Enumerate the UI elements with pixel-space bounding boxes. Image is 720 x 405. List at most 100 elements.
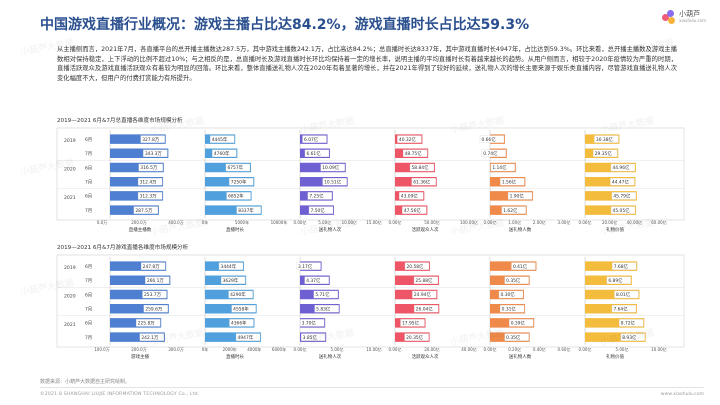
bar-label-box — [504, 333, 529, 341]
bar-value-label: 20.35亿 — [406, 334, 424, 341]
bar-label-box — [133, 206, 159, 214]
bar-value-label: 4445年 — [212, 136, 228, 143]
bar-value-label: 4947年 — [238, 334, 254, 341]
axis-tick-label: 0年 — [202, 346, 209, 352]
panel-title: 礼物价值 — [606, 226, 624, 233]
panel-title: 送礼物人次 — [319, 353, 342, 360]
bar-value-label: 8337年 — [238, 207, 254, 214]
axis-tick-label: 2.00亿 — [533, 219, 546, 225]
bar-label-box — [304, 276, 329, 284]
axis-tick-label: 4000年 — [247, 346, 261, 352]
panel-title: 礼物价值 — [606, 353, 624, 360]
bar-label-box — [400, 319, 425, 327]
axis-tick-label: 0.00亿 — [294, 219, 307, 225]
bar-value-label: 327.8万 — [142, 137, 160, 143]
bar-label-box — [226, 192, 251, 200]
axis-tick-label: 40.00亿 — [627, 219, 642, 225]
bar-value-label: 4290年 — [230, 291, 246, 298]
axis-tick-label: 0.00亿 — [389, 346, 402, 352]
bar-value-label: 0.66亿 — [481, 136, 496, 143]
axis-tick-label: 3.00亿 — [558, 219, 571, 225]
axis-tick-label: 0.00亿 — [484, 346, 497, 352]
panel-title: 直播时长 — [226, 226, 244, 233]
bar-value-label: 47.56亿 — [404, 207, 422, 214]
bar-label-box — [231, 305, 256, 313]
panel-title: 直播主播数 — [129, 226, 152, 233]
axis-tick-label: 0.00亿 — [294, 346, 307, 352]
bar-value-label: 3444年 — [221, 263, 237, 270]
bar-value-label: 225.8万 — [138, 321, 156, 327]
axis-tick-label: 10.00亿 — [342, 219, 357, 225]
axis-tick-label: 0.40亿 — [533, 346, 546, 352]
month-label: 6月 — [85, 321, 92, 327]
bar-value-label: 259.6万 — [145, 306, 163, 312]
axis-tick-label: 10.00亿 — [651, 346, 666, 352]
bar-value-label: 10.09亿 — [322, 164, 340, 171]
bar-label-box — [236, 206, 261, 214]
month-label: 7月 — [85, 335, 92, 341]
bar-label-box — [322, 178, 347, 186]
bar-value-label: 43.09亿 — [401, 193, 419, 200]
bar-value-label: 8.72亿 — [621, 320, 636, 327]
bar-value-label: 6757年 — [227, 164, 243, 171]
axis-tick-label: 400.0万 — [168, 220, 183, 225]
bar-label-box — [397, 135, 422, 143]
chart-frame — [56, 127, 685, 221]
month-label: 6月 — [85, 137, 92, 143]
axis-tick-label: 0.20亿 — [508, 346, 521, 352]
bar-value-label: 3.85亿 — [303, 334, 318, 341]
bar-label-box — [411, 178, 436, 186]
bar-value-label: 30.38亿 — [596, 136, 614, 143]
bar-value-label: 7.50亿 — [311, 207, 326, 214]
bar-label-box — [412, 290, 437, 299]
footer-divider — [40, 387, 704, 388]
bar-label-box — [610, 163, 636, 172]
bar-value-label: 6852年 — [228, 193, 244, 200]
bar-value-label: 7.25亿 — [309, 193, 324, 200]
bar-value-label: 312.4万 — [140, 179, 158, 185]
panel-title: 送礼物人数 — [509, 353, 532, 360]
gourd-logo-icon — [662, 10, 676, 24]
bar-label-box — [210, 135, 235, 143]
bar-label-box — [140, 135, 165, 143]
axis-tick-label: 0.0万 — [97, 220, 107, 225]
footer-copyright: ©2021.8 SHANGHAI LIUJIE INFORMATION TECH… — [40, 392, 200, 397]
bar-label-box — [501, 206, 526, 214]
bar-value-label: 7250年 — [231, 178, 247, 185]
panel-title: 活跃观众人次 — [412, 226, 439, 233]
bar-label-box — [296, 262, 321, 270]
bar-value-label: 0.74亿 — [483, 150, 498, 157]
bar-label-box — [143, 305, 168, 313]
axis-tick-label: 100.00亿 — [460, 219, 478, 225]
bar-value-label: 312.3万 — [140, 194, 158, 200]
panel-title: 直播时长 — [226, 353, 244, 360]
bar-label-box — [490, 163, 515, 172]
bar-label-box — [300, 319, 325, 327]
bar-label-box — [141, 262, 166, 270]
bar-value-label: 0.41亿 — [513, 263, 528, 270]
bar-value-label: 8.01亿 — [616, 291, 631, 298]
bar-label-box — [611, 192, 637, 200]
axis-tick-label: 5.00亿 — [616, 346, 629, 352]
bar-label-box — [409, 163, 435, 172]
bar-label-box — [212, 149, 237, 157]
month-label: 7月 — [85, 307, 92, 313]
bar-value-label: 6.61亿 — [306, 150, 321, 157]
bar-label-box — [511, 262, 536, 270]
bar-label-box — [218, 262, 244, 270]
axis-tick-label: 5.00亿 — [318, 219, 331, 225]
bar-label-box — [611, 305, 637, 313]
bar-value-label: 266.1万 — [147, 278, 165, 284]
axis-tick-label: 200.0万 — [131, 347, 146, 352]
bar-label-box — [308, 206, 334, 214]
logo-url: xiaohulu.com — [679, 18, 706, 23]
bar-value-label: 20.58亿 — [406, 263, 424, 270]
bar-value-label: 0.35亿 — [506, 277, 521, 284]
bar-label-box — [620, 333, 645, 341]
bar-value-label: 8.93亿 — [622, 334, 637, 341]
bar-value-label: 0.39亿 — [511, 320, 526, 327]
bar-label-box — [137, 178, 163, 186]
bar-label-box — [136, 319, 161, 327]
bar-label-box — [229, 319, 254, 327]
axis-tick-label: 0年 — [202, 219, 209, 225]
